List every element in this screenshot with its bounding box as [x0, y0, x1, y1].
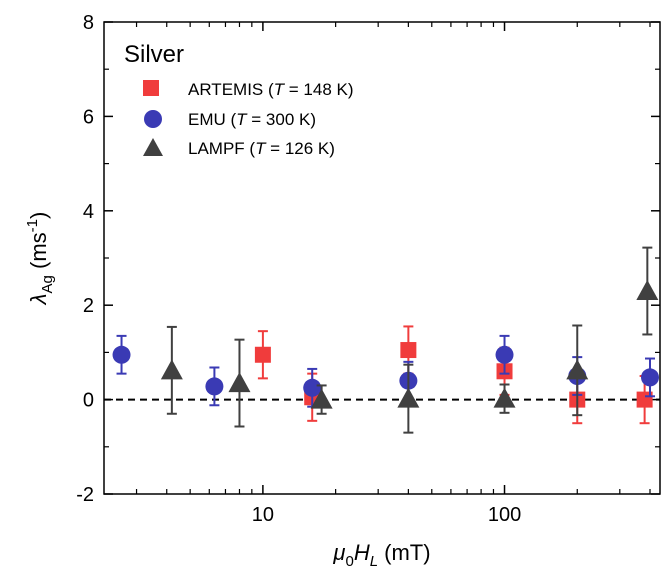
y-axis-subscript: Ag: [39, 275, 56, 293]
legend-emu-italic: T: [236, 110, 248, 129]
x-tick-label: 100: [488, 504, 521, 526]
legend-marker-lampf: [143, 138, 163, 156]
x-axis-subscript-2: L: [370, 553, 378, 570]
y-tick-label: -2: [76, 484, 94, 506]
legend-lampf-italic: T: [255, 139, 267, 158]
legend-artemis-italic: T: [274, 80, 286, 99]
lampf-point: [397, 387, 420, 408]
y-axis-superscript: -1: [24, 219, 41, 232]
y-tick-label: 0: [83, 390, 94, 412]
legend-label-lampf: LAMPF (T = 126 K): [188, 139, 335, 158]
lampf-point: [228, 372, 251, 393]
ticks-layer: -2 0 2 4 6 8 10 100: [76, 12, 660, 526]
legend-label-emu: EMU (T = 300 K): [188, 110, 316, 129]
emu-point: [640, 368, 659, 387]
y-axis-unit-open: (ms: [26, 232, 51, 275]
lampf-point: [160, 359, 183, 380]
legend-artemis-pre: ARTEMIS (: [188, 80, 274, 99]
legend-emu-pre: EMU (: [188, 110, 237, 129]
y-axis-unit-close: ): [26, 212, 51, 219]
y-tick-label: 2: [83, 295, 94, 317]
legend-marker-emu: [144, 110, 162, 128]
y-axis-symbol: λ: [26, 293, 51, 305]
legend-lampf-pre: LAMPF (: [188, 139, 255, 158]
data-layer: [112, 246, 659, 434]
y-tick-label: 8: [83, 12, 94, 34]
emu-point: [205, 377, 224, 396]
y-tick-label: 4: [83, 201, 94, 223]
x-axis-subscript-1: 0: [345, 553, 353, 570]
artemis-point: [254, 346, 271, 363]
emu-point: [495, 345, 514, 364]
artemis-point: [400, 342, 417, 359]
emu-point: [112, 345, 131, 364]
x-axis-symbol: μ: [332, 540, 345, 565]
x-axis-variable: H: [354, 540, 370, 565]
y-tick-label: 6: [83, 106, 94, 128]
lampf-point: [636, 280, 659, 301]
legend-title: Silver: [124, 41, 184, 68]
legend-emu-post: = 300 K): [247, 110, 316, 129]
y-axis-title: λAg (ms-1): [24, 212, 56, 306]
lampf-point: [493, 387, 516, 408]
x-axis-unit: (mT): [378, 540, 431, 565]
x-axis-title: μ0HL (mT): [332, 540, 430, 570]
legend-artemis-post: = 148 K): [284, 80, 353, 99]
x-tick-label: 10: [252, 504, 274, 526]
legend-marker-artemis: [143, 80, 159, 96]
lampf-point: [566, 359, 589, 380]
lampf-point: [310, 388, 333, 409]
legend-lampf-post: = 126 K): [265, 139, 334, 158]
legend-label-artemis: ARTEMIS (T = 148 K): [188, 80, 354, 99]
emu-point: [303, 378, 322, 397]
